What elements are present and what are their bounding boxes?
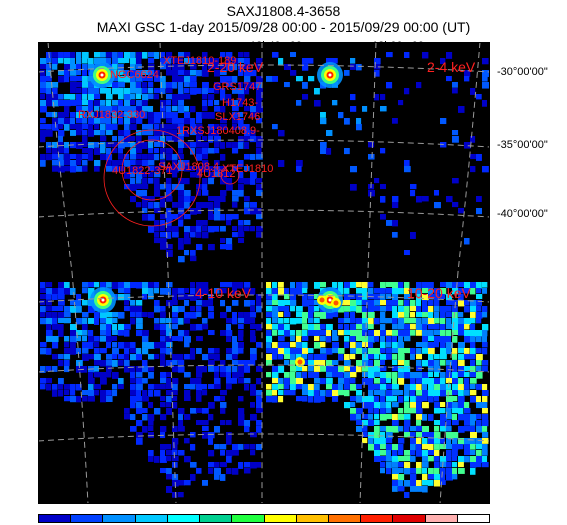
source-label: 4U1812 [197, 168, 236, 180]
source-label: NGC6624 [110, 69, 159, 81]
source-label: RXJ1832-330 [78, 109, 145, 121]
colorbar-segment [425, 515, 458, 522]
band-label: 2-4 keV [427, 59, 476, 75]
colorbar-segment [39, 515, 72, 522]
source-label: SLX1746 [215, 111, 260, 123]
panel-2 [266, 52, 489, 256]
colorbar-segment [264, 515, 297, 522]
colorbar-segment [232, 515, 265, 522]
page-title: SAXJ1808.4-3658 [226, 3, 341, 19]
source-label: 1RXSJ180408.9- [176, 125, 260, 137]
colorbar-segment [393, 515, 426, 522]
colorbar-segment [167, 515, 201, 522]
source-label: H1743- [222, 97, 258, 109]
colorbar-segment [200, 515, 233, 522]
dec-label-35: -35°00'00" [497, 139, 548, 151]
page-subtitle: MAXI GSC 1-day 2015/09/28 00:00 - 2015/0… [96, 19, 471, 35]
colorbar-segment [135, 515, 168, 522]
source-label: XTEJ1810-189 [163, 55, 236, 67]
colorbar-segment [328, 515, 362, 522]
source-region-circle [121, 139, 183, 201]
dec-label-40: -40°00'00" [497, 208, 548, 220]
source-label: XTEJ1810 [222, 163, 273, 175]
panel-3 [40, 282, 263, 498]
colorbar-segment [296, 515, 329, 522]
source-region-circle [103, 129, 201, 227]
source-label: GRS1747 [213, 81, 261, 93]
panel-1 [40, 52, 263, 263]
source-label: SAXJ1808.4 [158, 161, 219, 173]
source-label: 4U1822-371 [112, 165, 173, 177]
colorbar-segment [103, 515, 136, 522]
color-scale-bar [38, 514, 490, 523]
colorbar-segment [71, 515, 104, 522]
colorbar-segment [457, 515, 490, 522]
colorbar-segment [361, 515, 394, 522]
source-region-circle [220, 165, 240, 185]
band-label: 2-20 keV [207, 59, 264, 75]
band-label: 10-20 keV [407, 285, 471, 301]
dec-label-30: -30°00'00" [497, 66, 548, 78]
band-label: 4-10 keV [195, 285, 252, 301]
